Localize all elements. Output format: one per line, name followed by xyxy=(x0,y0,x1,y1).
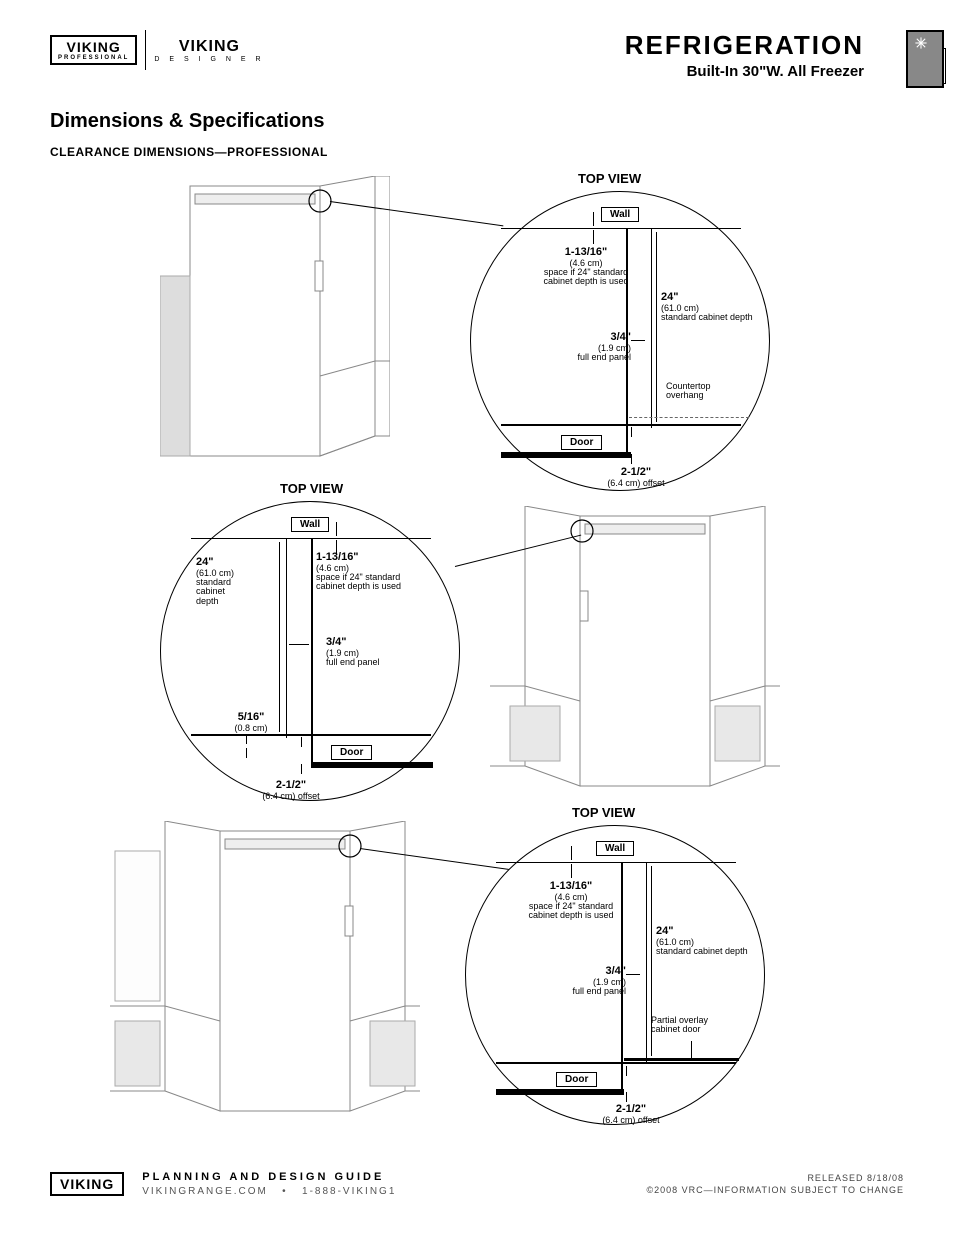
logo-professional: VIKING PROFESSIONAL xyxy=(50,35,137,65)
logo-des-text: VIKING xyxy=(179,38,240,55)
wall-box: Wall xyxy=(601,207,639,222)
logo-designer: VIKING D E S I G N E R xyxy=(154,38,264,63)
title-sub: Built-In 30"W. All Freezer xyxy=(625,63,864,80)
dim-panel-3: 3/4" (1.9 cm) full end panel xyxy=(546,966,626,996)
diagrams-area: TOP VIEW Wall 1-13/16" (4.6 cm) space if… xyxy=(50,171,904,1161)
wall-box-3: Wall xyxy=(596,841,634,856)
door-box-3: Door xyxy=(556,1072,597,1087)
dim-cabinet-2: 24" (61.0 cm) standard cabinet depth xyxy=(196,557,266,606)
footer: VIKING PLANNING AND DESIGN GUIDE VIKINGR… xyxy=(50,1171,904,1197)
logo-des-sub: D E S I G N E R xyxy=(154,56,264,63)
header: VIKING PROFESSIONAL VIKING D E S I G N E… xyxy=(50,30,904,80)
dim-space-3: 1-13/16" (4.6 cm) space if 24" standard … xyxy=(516,881,626,921)
dim-offset-1: 2-1/2" (6.4 cm) offset xyxy=(591,467,681,488)
subsection-title: CLEARANCE DIMENSIONS—PROFESSIONAL xyxy=(50,145,904,159)
wall-box-2: Wall xyxy=(291,517,329,532)
dim-space-2: 1-13/16" (4.6 cm) space if 24" standard … xyxy=(316,552,426,592)
iso-drawing-2 xyxy=(490,506,780,801)
footer-copyright: ©2008 VRC—INFORMATION SUBJECT TO CHANGE xyxy=(646,1185,904,1195)
title-main: REFRIGERATION xyxy=(625,30,864,61)
detail-circle-3: Wall 1-13/16" (4.6 cm) space if 24" stan… xyxy=(465,825,765,1125)
countertop-label: Countertop overhang xyxy=(666,382,746,401)
door-box-1: Door xyxy=(561,435,602,450)
dim-516: 5/16" (0.8 cm) xyxy=(221,712,281,733)
logos: VIKING PROFESSIONAL VIKING D E S I G N E… xyxy=(50,30,265,70)
logo-pro-sub: PROFESSIONAL xyxy=(58,55,129,61)
dim-panel-2: 3/4" (1.9 cm) full end panel xyxy=(326,637,406,667)
top-view-label-3: TOP VIEW xyxy=(572,805,635,820)
dim-panel-1: 3/4" (1.9 cm) full end panel xyxy=(561,332,631,362)
title-block: REFRIGERATION Built-In 30"W. All Freezer xyxy=(625,30,864,80)
top-view-label-2: TOP VIEW xyxy=(280,481,343,496)
freezer-icon xyxy=(906,30,944,88)
detail-circle-2: Wall 24" (61.0 cm) standard cabinet dept… xyxy=(160,501,460,801)
footer-title: PLANNING AND DESIGN GUIDE xyxy=(142,1171,628,1183)
footer-released: RELEASED 8/18/08 xyxy=(646,1173,904,1183)
footer-mid: PLANNING AND DESIGN GUIDE VIKINGRANGE.CO… xyxy=(142,1171,628,1197)
iso-drawing-1 xyxy=(160,176,390,466)
section-title: Dimensions & Specifications xyxy=(50,110,904,133)
logo-pro-text: VIKING xyxy=(67,39,121,55)
logo-separator xyxy=(145,30,146,70)
footer-logo: VIKING xyxy=(50,1172,124,1196)
footer-contact: VIKINGRANGE.COM • 1-888-VIKING1 xyxy=(142,1186,628,1197)
footer-right: RELEASED 8/18/08 ©2008 VRC—INFORMATION S… xyxy=(646,1173,904,1195)
dim-space-1: 1-13/16" (4.6 cm) space if 24" standard … xyxy=(531,247,641,287)
detail-circle-1: Wall 1-13/16" (4.6 cm) space if 24" stan… xyxy=(470,191,770,491)
dim-cabinet-1: 24" (61.0 cm) standard cabinet depth xyxy=(661,292,771,322)
partial-overlay-label: Partial overlay cabinet door xyxy=(651,1016,741,1035)
dim-offset-3: 2-1/2" (6.4 cm) offset xyxy=(586,1104,676,1125)
top-view-label-1: TOP VIEW xyxy=(578,171,641,186)
iso-drawing-3 xyxy=(110,821,420,1121)
door-box-2: Door xyxy=(331,745,372,760)
dim-cabinet-3: 24" (61.0 cm) standard cabinet depth xyxy=(656,926,766,956)
dim-offset-2: 2-1/2" (6.4 cm) offset xyxy=(246,780,336,801)
